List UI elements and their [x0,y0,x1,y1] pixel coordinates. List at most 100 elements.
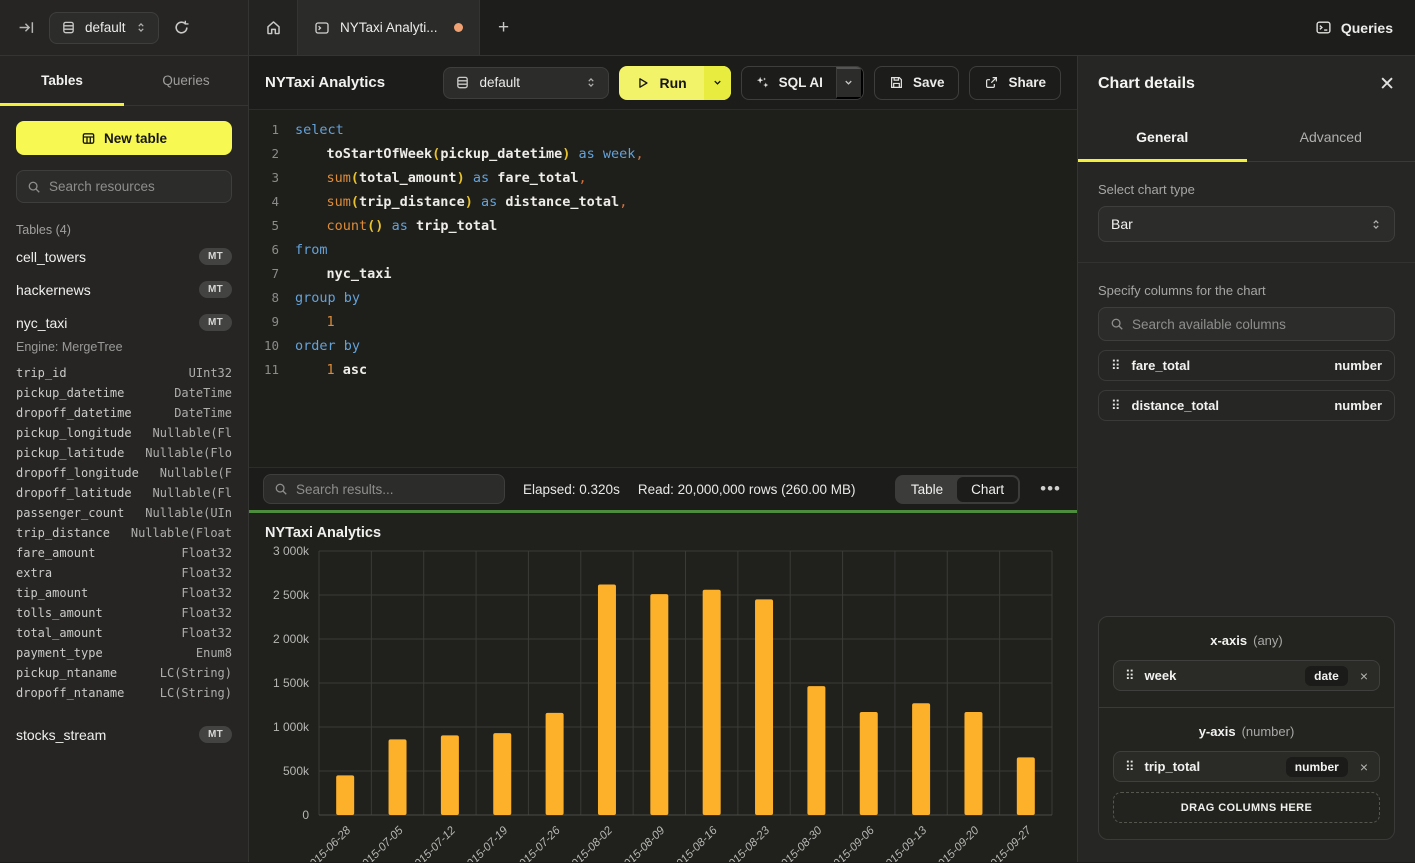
chart-bar[interactable] [440,735,459,815]
chart-bar[interactable] [755,599,774,815]
tab-nytaxi-analytics[interactable]: NYTaxi Analyti... [298,0,480,55]
view-toggle-chart[interactable]: Chart [957,476,1019,502]
axis-column-item[interactable]: ⠿ week date × [1113,660,1380,691]
x-axis-tick-label: 2015-08-30 [774,824,825,862]
chart-bar[interactable] [545,712,564,815]
run-button-label: Run [659,74,687,91]
drag-handle-icon[interactable]: ⠿ [1125,668,1135,683]
column-row: pickup_datetime DateTime [16,383,232,403]
run-button[interactable]: Run [619,66,703,100]
columns-section-label: Specify columns for the chart [1098,283,1266,298]
x-axis-tick-label: 2015-07-19 [460,824,511,862]
share-icon [986,77,998,88]
columns-search-input[interactable] [1132,316,1383,332]
sql-editor[interactable]: 1 select 2 toStartOfWeek(pickup_datetime) a… [249,110,1077,467]
tab-title: NYTaxi Analyti... [340,20,438,35]
chart-bar[interactable] [597,584,616,815]
chart-bar[interactable] [493,733,512,815]
sql-token: as [391,218,408,234]
new-table-button[interactable]: New table [16,121,232,155]
collapse-sidebar-button[interactable] [12,14,40,42]
chart-bar[interactable] [859,712,878,815]
toolbar-database-selector[interactable]: default [443,66,610,99]
table-row[interactable]: nyc_taxi MT [16,306,232,339]
code-line: 4 sum(trip_distance) as distance_total, [249,190,1077,214]
resources-sidebar: Tables Queries New table Tables (4) cell… [0,56,249,862]
table-name: nyc_taxi [16,314,68,331]
chart-details-content: Select chart type Bar Specify columns fo… [1078,162,1415,862]
results-search-input[interactable] [296,481,494,497]
chart-bar[interactable] [807,686,826,815]
code-line: 2 toStartOfWeek(pickup_datetime) as week, [249,142,1077,166]
chart-bar[interactable] [650,594,669,815]
sidebar-tab-tables[interactable]: Tables [0,56,124,106]
sql-ai-options-button[interactable] [835,66,863,99]
drag-handle-icon[interactable]: ⠿ [1111,358,1121,373]
x-axis-tick-label: 2015-08-02 [564,824,615,862]
tables-section-label: Tables (4) [16,223,71,237]
sql-token [570,146,578,162]
column-type: DateTime [174,406,232,420]
tab-advanced[interactable]: Advanced [1247,112,1415,161]
sql-token: from [295,242,328,258]
run-options-button[interactable] [703,65,731,100]
chart-type-select[interactable]: Bar [1098,206,1395,242]
new-tab-button[interactable]: + [480,0,528,55]
column-row: passenger_count Nullable(UIn [16,503,232,523]
sql-token: 1 [326,362,335,378]
sidebar-tab-queries[interactable]: Queries [124,56,248,105]
sql-token: as [578,146,595,162]
column-type-badge: date [1305,665,1348,686]
column-name: distance_total [1131,398,1219,413]
chart-type-value: Bar [1111,216,1133,232]
close-panel-button[interactable]: ✕ [1379,75,1395,94]
axis-column-item[interactable]: ⠿ trip_total number × [1113,751,1380,782]
save-button[interactable]: Save [873,65,960,100]
chart-bar[interactable] [1016,757,1035,815]
home-icon [266,21,280,35]
code-text: from [295,238,328,262]
remove-column-button[interactable]: × [1359,667,1368,684]
table-row[interactable]: cell_towers MT [16,240,232,273]
refresh-button[interactable] [168,14,196,42]
column-type: Nullable(Flo [145,446,232,460]
sql-ai-button[interactable]: SQL AI [742,67,836,99]
database-selector[interactable]: default [49,11,159,44]
drag-columns-drop-zone[interactable]: DRAG COLUMNS HERE [1113,792,1380,823]
column-name: total_amount [16,626,103,640]
more-options-button[interactable]: ••• [1040,479,1061,498]
table-row[interactable]: stocks_stream MT [16,718,232,751]
column-row: tolls_amount Float32 [16,603,232,623]
available-column-item[interactable]: ⠿ fare_total number [1098,350,1395,381]
available-column-item[interactable]: ⠿ distance_total number [1098,390,1395,421]
column-name: dropoff_longitude [16,466,139,480]
line-number: 4 [271,194,279,209]
chart-bar[interactable] [964,712,983,815]
chart-bar[interactable] [912,703,931,815]
queries-button[interactable]: Queries [1315,19,1393,36]
column-row: pickup_longitude Nullable(Fl [16,423,232,443]
tab-general[interactable]: General [1078,112,1247,162]
y-axis-section: y-axis (number) ⠿ trip_total number × DRAG C… [1099,707,1394,839]
top-bar: default NYTaxi Analyti... + Queries [0,0,1415,56]
chart-bar[interactable] [336,775,355,815]
drag-handle-icon[interactable]: ⠿ [1125,759,1135,774]
table-row[interactable]: hackernews MT [16,273,232,306]
x-axis-tick-label: 2015-06-28 [303,824,354,862]
unsaved-indicator-dot [453,23,463,32]
view-toggle-table[interactable]: Table [897,477,957,502]
column-name: pickup_ntaname [16,666,118,680]
panel-resize-divider[interactable] [249,510,1077,513]
column-type: Nullable(Fl [152,426,232,440]
chart-bar[interactable] [702,589,721,815]
resource-search-input[interactable] [49,179,221,194]
share-button[interactable]: Share [969,65,1061,100]
home-tab-button[interactable] [249,0,298,55]
table-grid-icon [82,132,95,144]
chart-bar[interactable] [388,739,407,815]
drag-handle-icon[interactable]: ⠿ [1111,398,1121,413]
remove-column-button[interactable]: × [1359,758,1368,775]
bar-chart[interactable]: 0 500k 1 000k 1 500k 2 000k 2 500k 3 000k 2015-… [249,541,1077,862]
